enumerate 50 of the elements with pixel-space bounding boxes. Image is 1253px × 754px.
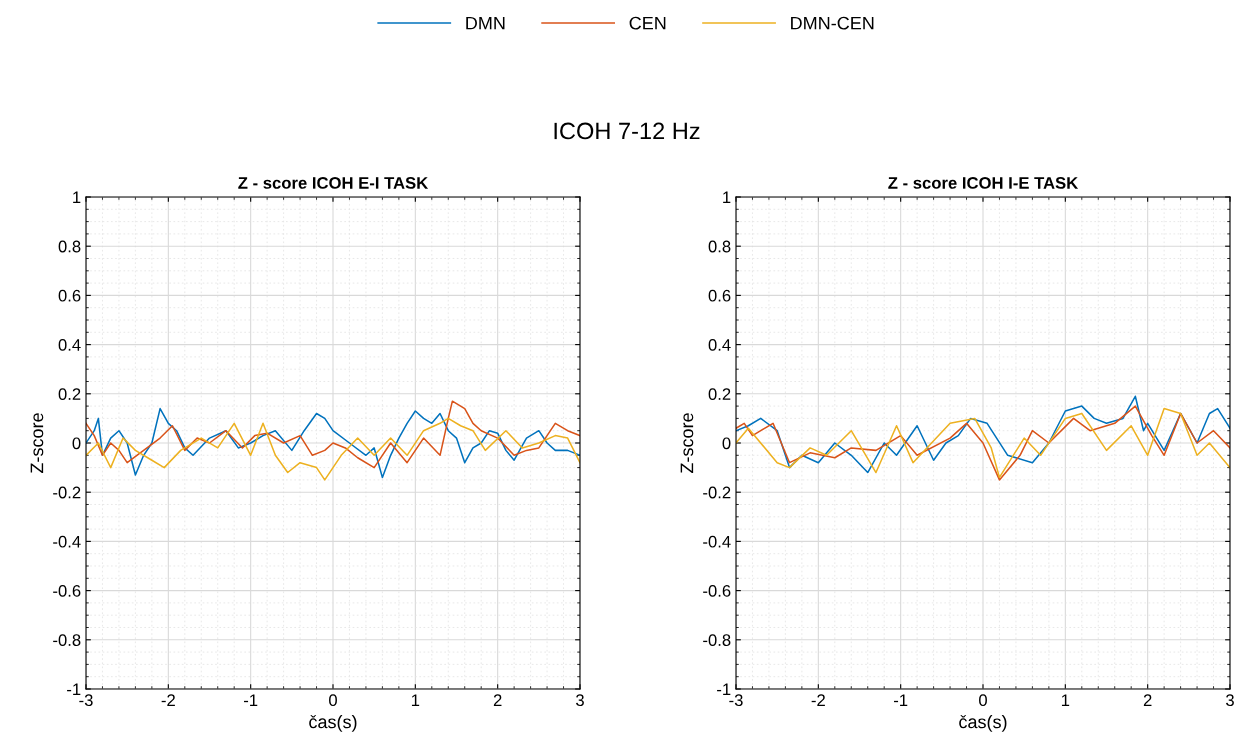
y-tick-label: 0.8 <box>708 240 731 253</box>
y-tick-label: -0.8 <box>703 634 731 646</box>
y-tick-label: 0 <box>722 437 731 450</box>
x-tick-label: 2 <box>493 694 502 706</box>
y-tick-label: 0.4 <box>708 339 731 351</box>
y-tick-label: 1 <box>73 191 81 204</box>
x-tick-label: -1 <box>244 694 258 706</box>
line-series <box>86 417 580 481</box>
y-tick-label: -0.6 <box>53 585 81 597</box>
x-tick-label: -1 <box>894 694 908 706</box>
x-axis-title: čas(s) <box>309 714 357 732</box>
line-series <box>86 407 580 479</box>
y-tick-label: 0.4 <box>58 339 81 351</box>
y-tick-label: -1 <box>717 683 731 696</box>
y-tick-label: 0.2 <box>708 388 731 400</box>
legend-label: CEN <box>629 16 666 30</box>
y-tick-label: 0 <box>72 437 81 450</box>
y-tick-label: -0.8 <box>53 634 81 646</box>
y-axis-title: Z-score <box>30 413 44 474</box>
y-tick-label: -0.4 <box>53 535 81 548</box>
line-series <box>86 400 580 469</box>
legend-label: DMN <box>466 16 505 30</box>
y-tick-label: -1 <box>67 683 81 696</box>
x-tick-label: 1 <box>1061 694 1070 706</box>
y-tick-label: -0.2 <box>703 486 731 499</box>
text: ICOH 7-12 Hz <box>554 122 700 140</box>
y-tick-label: 0.6 <box>708 289 731 302</box>
y-tick-label: 1 <box>723 191 731 204</box>
x-tick-label: 0 <box>329 694 337 707</box>
chart-title: Z - score ICOH I-E TASK <box>888 177 1079 189</box>
y-tick-label: -0.2 <box>53 486 81 499</box>
y-axis-title: Z-score <box>680 413 694 474</box>
y-tick-label: -0.4 <box>703 535 731 548</box>
y-tick-label: 0.2 <box>58 388 81 400</box>
x-axis-title: čas(s) <box>959 714 1007 732</box>
x-tick-label: 1 <box>411 694 420 706</box>
chart-title: Z - score ICOH E-I TASK <box>238 177 429 189</box>
x-tick-label: 3 <box>576 694 584 707</box>
y-tick-label: -0.6 <box>703 585 731 597</box>
x-tick-label: -3 <box>729 694 743 707</box>
y-tick-label: 0.6 <box>58 289 81 302</box>
x-tick-label: 3 <box>1226 694 1234 707</box>
legend-label: DMN-CEN <box>791 16 874 30</box>
y-tick-label: 0.8 <box>58 240 81 253</box>
x-tick-label: 0 <box>979 694 987 707</box>
x-tick-label: -3 <box>79 694 93 707</box>
line-series <box>736 395 1230 474</box>
x-tick-label: -2 <box>161 694 175 706</box>
x-tick-label: 2 <box>1143 694 1152 706</box>
x-tick-label: -2 <box>811 694 825 706</box>
